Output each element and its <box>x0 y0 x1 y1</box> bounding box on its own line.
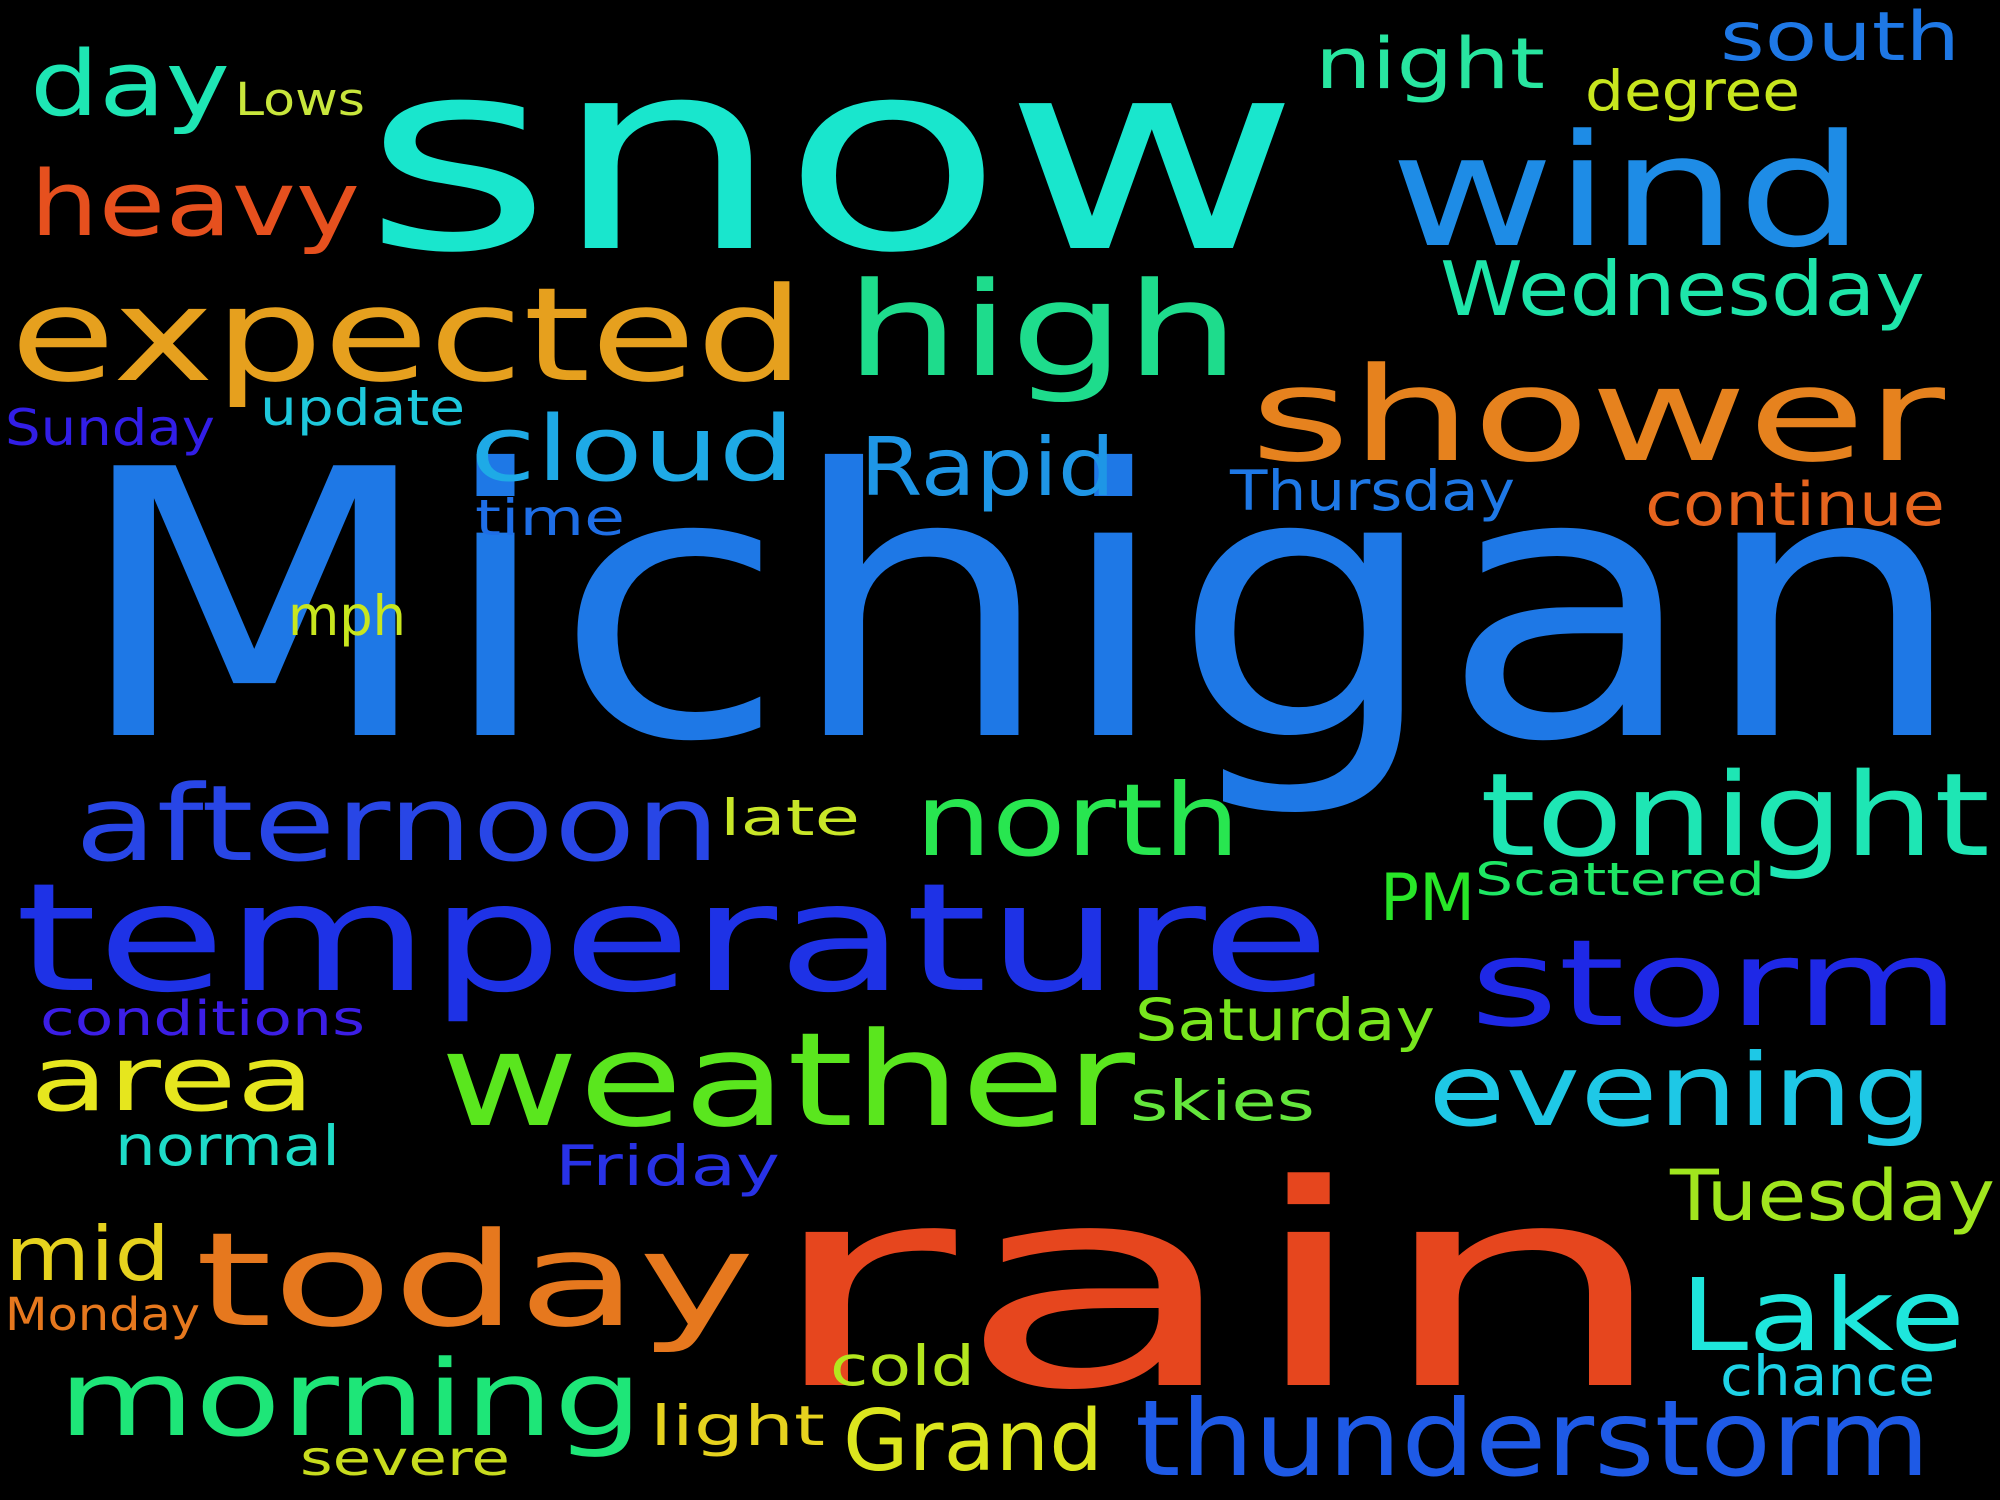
word-weather: weather <box>440 1004 1136 1156</box>
word-mph: mph <box>288 584 406 648</box>
word-south: south <box>1720 0 1960 77</box>
word-sunday: Sunday <box>5 399 215 457</box>
word-expected: expected <box>10 259 805 411</box>
word-lake: Lake <box>1680 1257 1965 1374</box>
word-evening: evening <box>1428 1032 1933 1149</box>
word-shower: shower <box>1250 339 1946 491</box>
word-cloud: cloud <box>470 397 795 502</box>
word-grand: Grand <box>843 1392 1103 1491</box>
word-wednesday: Wednesday <box>1440 245 1925 333</box>
word-thursday: Thursday <box>1229 459 1515 523</box>
word-rain: rain <box>763 1126 1671 1452</box>
word-chance: chance <box>1720 1344 1935 1408</box>
word-tuesday: Tuesday <box>1669 1155 1995 1237</box>
word-continue: continue <box>1645 470 1945 540</box>
word-tonight: tonight <box>1480 749 1990 883</box>
word-storm: storm <box>1470 915 1960 1054</box>
word-thunderstorm: thunderstorm <box>1135 1378 1930 1500</box>
word-lows: Lows <box>235 73 365 126</box>
word-severe: severe <box>300 1431 510 1487</box>
word-temperature: temperature <box>15 852 1330 1026</box>
word-scattered: Scattered <box>1475 853 1765 906</box>
word-time: time <box>475 489 625 547</box>
word-heavy: heavy <box>30 152 360 257</box>
word-light: light <box>650 1394 825 1458</box>
word-late: late <box>720 789 860 847</box>
word-rapid: Rapid <box>860 421 1115 514</box>
word-afternoon: afternoon <box>75 763 720 885</box>
word-normal: normal <box>115 1114 340 1178</box>
word-michigan: Michigan <box>72 393 1967 823</box>
word-mid: mid <box>5 1210 170 1298</box>
word-monday: Monday <box>5 1288 200 1341</box>
word-snow: snow <box>363 3 1300 311</box>
word-area: area <box>30 1027 315 1132</box>
word-saturday: Saturday <box>1135 986 1435 1054</box>
word-night: night <box>1315 23 1545 105</box>
word-pm: PM <box>1380 861 1475 936</box>
word-day: day <box>30 32 230 137</box>
word-wind: wind <box>1390 101 1865 282</box>
word-morning: morning <box>58 1338 643 1460</box>
word-today: today <box>195 1204 755 1356</box>
word-update: update <box>260 379 465 437</box>
word-north: north <box>915 762 1240 879</box>
word-cold: cold <box>830 1334 975 1398</box>
word-skies: skies <box>1130 1069 1315 1133</box>
word-degree: degree <box>1585 59 1800 123</box>
word-conditions: conditions <box>40 991 365 1047</box>
word-high: high <box>845 254 1240 406</box>
word-friday: Friday <box>555 1134 780 1198</box>
